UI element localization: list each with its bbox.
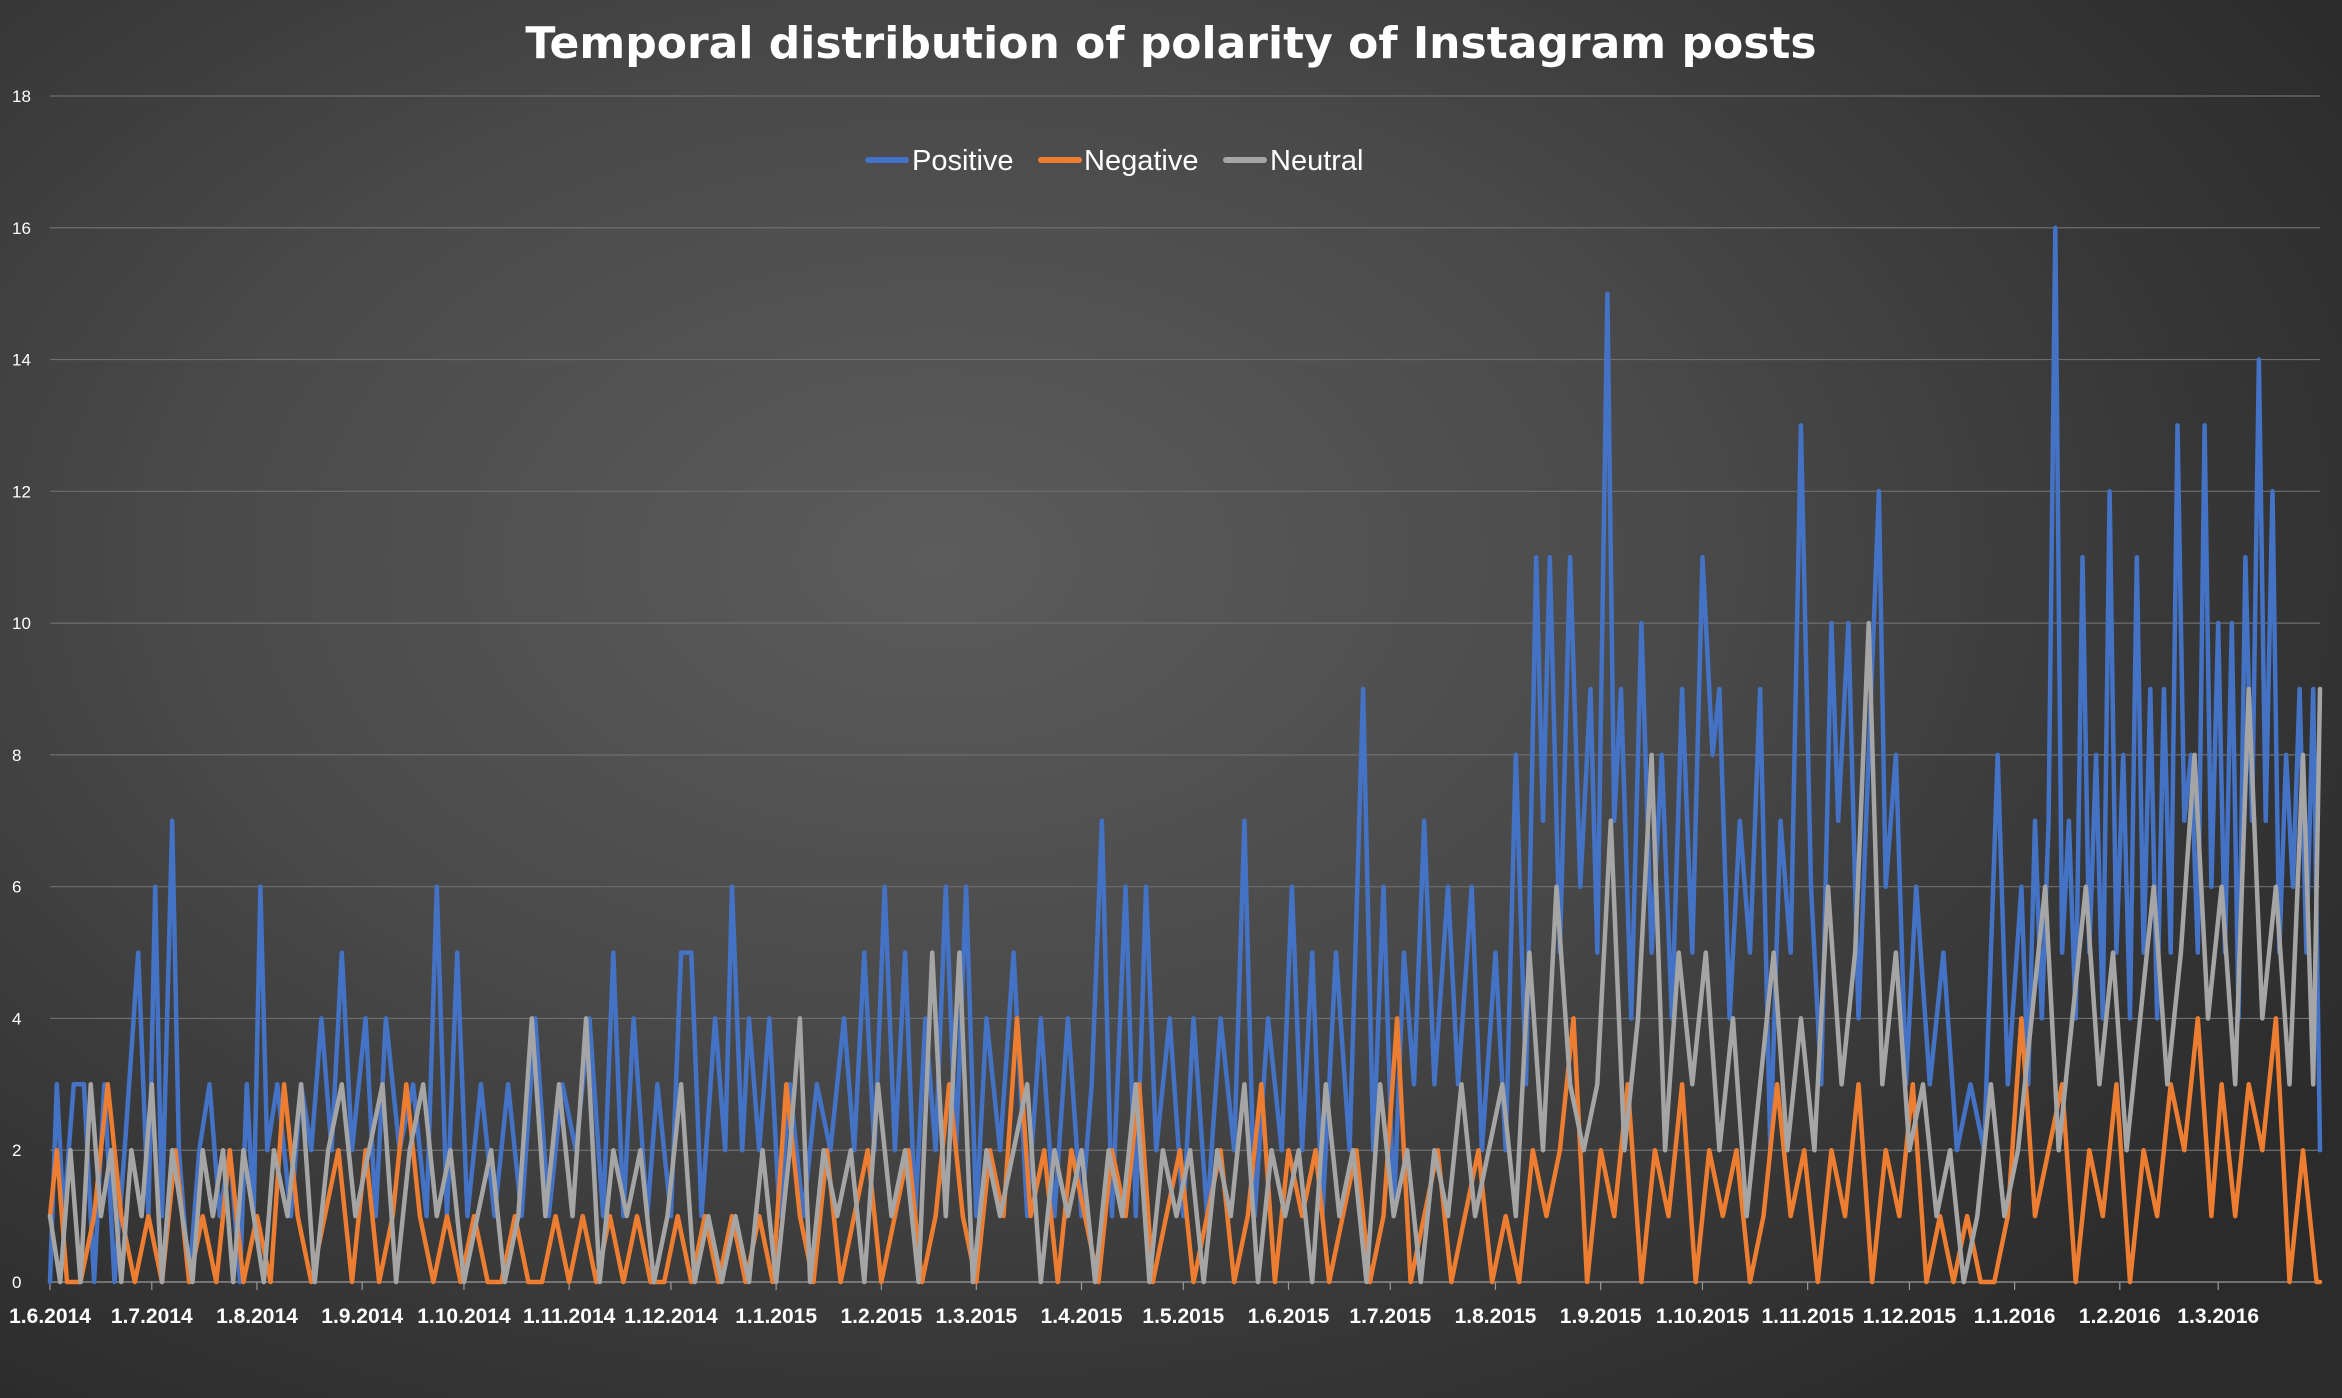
y-tick-label: 12	[12, 482, 31, 501]
series-lines	[47, 225, 2323, 1285]
x-tick-label: 1.10.2014	[417, 1305, 511, 1328]
x-tick-label: 1.9.2015	[1560, 1305, 1642, 1328]
series-line-positive	[47, 225, 2323, 1285]
y-tick-label: 6	[12, 878, 21, 897]
x-tick-label: 1.1.2016	[1974, 1305, 2056, 1328]
chart-title: Temporal distribution of polarity of Ins…	[525, 18, 1816, 69]
x-tick-label: 1.1.2015	[735, 1305, 817, 1328]
x-tick-label: 1.8.2014	[216, 1305, 298, 1328]
x-tick-label: 1.12.2015	[1863, 1305, 1957, 1328]
legend: Positive Negative Neutral	[865, 145, 1364, 177]
y-tick-label: 18	[12, 87, 31, 106]
y-tick-label: 14	[12, 351, 31, 370]
y-tick-label: 4	[12, 1009, 21, 1028]
x-tick-label: 1.7.2014	[111, 1305, 193, 1328]
x-tick-label: 1.11.2015	[1762, 1305, 1855, 1328]
legend-label-positive: Positive	[912, 145, 1014, 177]
x-tick-label: 1.6.2014	[9, 1305, 91, 1328]
x-tick-label: 1.5.2015	[1142, 1305, 1224, 1328]
y-axis: 0 2 4 6 8 10 12 14 16 18	[12, 87, 31, 1292]
x-tick-label: 1.8.2015	[1455, 1305, 1537, 1328]
y-tick-label: 0	[12, 1273, 21, 1292]
series-line-negative	[47, 1016, 2323, 1285]
y-tick-label: 2	[12, 1141, 21, 1160]
x-tick-label: 1.4.2015	[1041, 1305, 1123, 1328]
series-line-neutral	[47, 620, 2323, 1285]
x-tick-label: 1.3.2015	[935, 1305, 1017, 1328]
x-tick-label: 1.9.2014	[321, 1305, 403, 1328]
y-tick-label: 8	[12, 746, 21, 765]
x-tick-label: 1.6.2015	[1248, 1305, 1330, 1328]
legend-label-neutral: Neutral	[1270, 145, 1364, 177]
x-tick-label: 1.7.2015	[1349, 1305, 1431, 1328]
grid	[50, 95, 2320, 1283]
x-tick-label: 1.2.2015	[840, 1305, 922, 1328]
y-tick-label: 16	[12, 219, 31, 238]
x-tick-label: 1.2.2016	[2079, 1305, 2161, 1328]
x-tick-label: 1.12.2014	[624, 1305, 718, 1328]
x-tick-label: 1.10.2015	[1656, 1305, 1750, 1328]
legend-label-negative: Negative	[1084, 145, 1198, 177]
x-tick-label: 1.11.2014	[523, 1305, 616, 1328]
x-axis: 1.6.2014 1.7.2014 1.8.2014 1.9.2014 1.10.201…	[9, 1282, 2259, 1328]
x-tick-label: 1.3.2016	[2177, 1305, 2259, 1328]
y-tick-label: 10	[12, 614, 31, 633]
